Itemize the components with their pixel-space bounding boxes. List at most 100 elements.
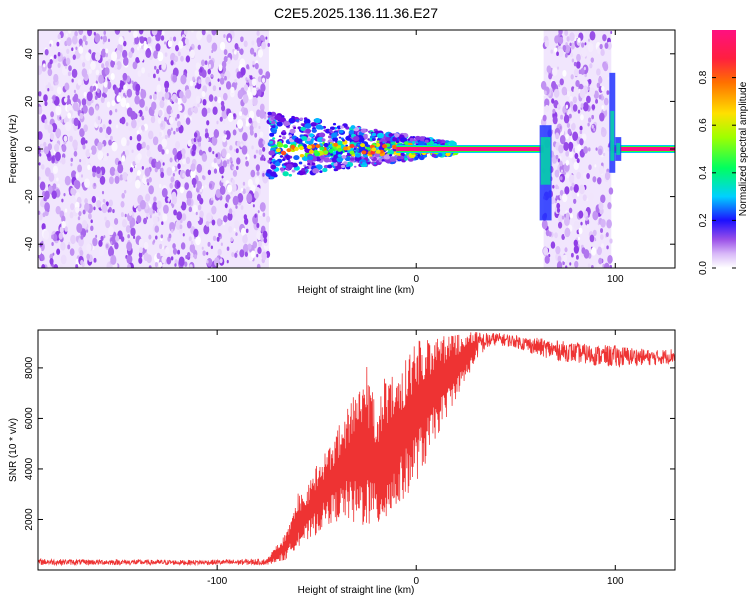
heatmap-cell (87, 213, 92, 220)
heatmap-cell (559, 78, 564, 86)
heatmap-cell (281, 151, 287, 156)
heatmap-cell (120, 212, 124, 218)
x-tick-label: 0 (413, 576, 419, 587)
heatmap-cell (181, 148, 186, 156)
heatmap-cell (207, 169, 212, 176)
heatmap-cell (587, 42, 594, 53)
heatmap-cell (207, 107, 211, 114)
heatmap-cell (49, 253, 54, 260)
heatmap-cell (59, 264, 63, 268)
heatmap-cell (573, 245, 580, 254)
heatmap-cell (587, 147, 591, 152)
heatmap-cell (259, 103, 265, 112)
heatmap-cell (153, 196, 157, 202)
heatmap-cell (97, 91, 102, 98)
heatmap-cell (136, 215, 142, 224)
heatmap-cell (248, 117, 253, 124)
heatmap-cell (568, 207, 573, 214)
heatmap-cell (57, 62, 61, 68)
heatmap-cell (121, 192, 125, 199)
heatmap-cell (572, 131, 579, 142)
heatmap-cell (250, 250, 256, 258)
heatmap-cell (164, 134, 168, 140)
heatmap-cell (232, 195, 239, 206)
heatmap-cell (212, 235, 217, 242)
heatmap-cell (570, 74, 574, 80)
heatmap-cell (125, 225, 131, 234)
heatmap-cell (173, 61, 176, 65)
heatmap-cell (214, 96, 218, 102)
heatmap-cell (221, 175, 224, 179)
heatmap-cell (352, 135, 360, 142)
heatmap-cell (190, 240, 194, 245)
heatmap-cell (564, 30, 569, 36)
heatmap-cell (154, 65, 157, 70)
heatmap-cell (557, 66, 560, 70)
heatmap-cell (598, 94, 602, 100)
heatmap-cell (189, 243, 196, 253)
heatmap-cell (258, 138, 265, 148)
heatmap-cell (234, 220, 240, 229)
heatmap-cell (208, 55, 211, 59)
heatmap-cell (282, 165, 286, 169)
heatmap-cell (223, 215, 228, 223)
heatmap-cell (175, 141, 181, 150)
heatmap-cell (120, 80, 123, 84)
heatmap-cell (261, 41, 266, 50)
heatmap-cell (586, 95, 591, 104)
heatmap-cell (211, 219, 216, 226)
heatmap-cell (173, 36, 177, 42)
heatmap-cell (571, 182, 575, 188)
heatmap-cell (348, 130, 355, 135)
heatmap-cell (150, 115, 156, 124)
heatmap-cell (104, 216, 107, 221)
heatmap-cell (155, 43, 161, 52)
heatmap-cell (247, 243, 252, 250)
heatmap-cell (184, 38, 189, 45)
heatmap-cell (38, 65, 43, 76)
heatmap-cell (206, 137, 209, 142)
spectrogram-cells (38, 30, 675, 268)
heatmap-cell (274, 161, 281, 167)
heatmap-cell (148, 185, 154, 195)
heatmap-cell (144, 167, 151, 177)
heatmap-cell (368, 130, 371, 133)
heatmap-cell (344, 150, 348, 153)
heatmap-region-noise (38, 30, 271, 268)
heatmap-cell (587, 122, 590, 127)
heatmap-cell (289, 128, 296, 134)
heatmap-cell (293, 155, 300, 161)
heatmap-cell (47, 68, 53, 77)
heatmap-cell (154, 261, 159, 268)
heatmap-cell (565, 159, 570, 166)
heatmap-cell (588, 164, 592, 171)
heatmap-cell (543, 247, 549, 256)
heatmap-cell (227, 212, 233, 221)
heatmap-cell (279, 167, 285, 171)
heatmap-cell (211, 30, 217, 36)
heatmap-cell (156, 68, 160, 75)
heatmap-cell (573, 220, 580, 231)
heatmap-cell (95, 69, 100, 76)
heatmap-cell (237, 193, 244, 203)
heatmap-cell (73, 89, 76, 94)
heatmap-cell (221, 178, 224, 183)
heatmap-cell (123, 56, 129, 66)
heatmap-cell (71, 68, 78, 78)
heatmap-cell (573, 161, 579, 171)
heatmap-cell (225, 81, 232, 90)
heatmap-cell (178, 40, 184, 49)
heatmap-cell (114, 175, 120, 184)
heatmap-cell (360, 128, 367, 134)
heatmap-cell (57, 51, 61, 57)
heatmap-cell (257, 210, 260, 214)
heatmap-cell (152, 215, 158, 224)
heatmap-cell (291, 169, 296, 173)
heatmap-cell (161, 30, 165, 36)
heatmap-cell (307, 162, 311, 166)
heatmap-cell (147, 72, 151, 78)
heatmap-cell (78, 38, 83, 46)
heatmap-cell (131, 80, 134, 85)
heatmap-cell (74, 180, 81, 190)
heatmap-cell (65, 57, 71, 66)
